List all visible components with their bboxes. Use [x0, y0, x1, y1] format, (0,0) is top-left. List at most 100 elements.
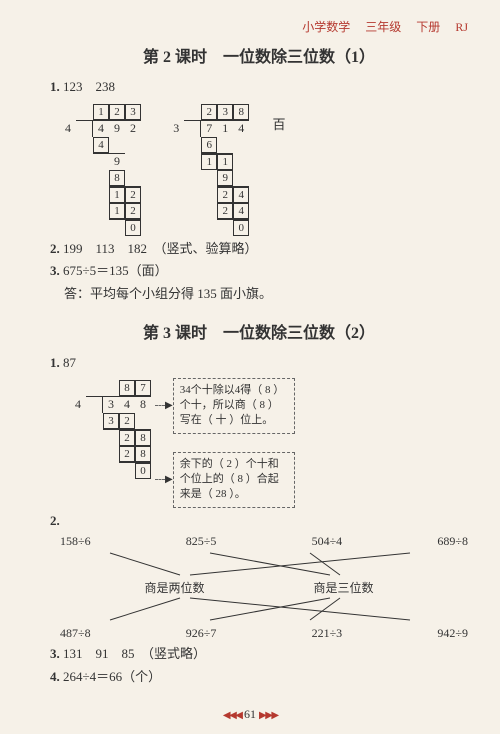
l3-q1-ans: 87: [63, 355, 76, 370]
l3-q2: 2.: [50, 511, 468, 531]
d: 1: [217, 120, 233, 137]
n: 9: [109, 153, 125, 170]
box: 3: [103, 413, 119, 429]
label: 商是三位数: [313, 579, 373, 596]
box: 9: [217, 170, 233, 186]
expr: 689÷8: [437, 534, 468, 549]
header: 小学数学 三年级 下册 RJ: [50, 18, 468, 35]
expr: 926÷7: [186, 626, 217, 641]
box: 0: [135, 463, 151, 479]
box: 1: [93, 104, 109, 120]
l2-q2: 2. 199 113 182 （竖式、验算略）: [50, 239, 468, 259]
box: 1: [201, 154, 217, 170]
d: 2: [125, 120, 141, 137]
d: 4: [93, 120, 109, 137]
box: 8: [119, 380, 135, 396]
division-2: 238 3714 6 11 9 24 24 0: [168, 104, 249, 236]
division-1: 123 4492 4 9 8 12 12 0: [60, 104, 141, 236]
box: 2: [119, 446, 135, 462]
q1-answers: 123 238: [63, 79, 115, 94]
box: 2: [119, 430, 135, 446]
divisor: 4: [60, 120, 76, 137]
page: 小学数学 三年级 下册 RJ 第 2 课时 一位数除三位数（1） 1. 123 …: [0, 0, 500, 734]
box: 2: [125, 187, 141, 203]
l3-q4-text: 264÷4＝66（个）: [63, 669, 161, 684]
box: 4: [233, 187, 249, 203]
l3-q4-num: 4.: [50, 669, 60, 684]
divisor: 3: [168, 120, 184, 137]
triangle-right-icon: ▶ ▶ ▶: [259, 710, 277, 721]
expr: 504÷4: [312, 534, 343, 549]
box: 2: [201, 104, 217, 120]
l2-q1: 1. 123 238: [50, 77, 468, 97]
box: 1: [109, 203, 125, 219]
box: 7: [135, 380, 151, 396]
l3-q1-num: 1.: [50, 355, 60, 370]
l3-q2-row1: 158÷6 825÷5 504÷4 689÷8: [60, 534, 468, 549]
box: 2: [217, 203, 233, 219]
d: 4: [233, 120, 249, 137]
cross-lines-bottom: [90, 596, 428, 622]
cross-lines-top: [90, 551, 428, 577]
triangle-left-icon: ◀ ◀ ◀: [223, 710, 241, 721]
l3-q2-num: 2.: [50, 513, 60, 528]
q2-num: 2.: [50, 241, 60, 256]
expr: 221÷3: [312, 626, 343, 641]
box: 2: [125, 203, 141, 219]
l2-q3: 3. 675÷5＝135（面）: [50, 261, 468, 281]
divisor: 4: [70, 396, 86, 413]
header-subject: 小学数学: [302, 20, 350, 34]
header-grade: 三年级: [365, 20, 401, 34]
division-3: 87 4348 32 28 28 0: [70, 380, 151, 479]
d: 8: [135, 396, 151, 413]
box: 2: [217, 187, 233, 203]
page-number: 61: [244, 707, 256, 721]
box: 8: [135, 430, 151, 446]
box: 2: [109, 104, 125, 120]
l3-q3-num: 3.: [50, 646, 60, 661]
box: 4: [233, 203, 249, 219]
d: 3: [103, 396, 119, 413]
side-label: 百: [273, 114, 286, 133]
expr: 942÷9: [437, 626, 468, 641]
box: 4: [93, 137, 109, 153]
lesson3-title: 第 3 课时 一位数除三位数（2）: [50, 319, 468, 343]
q3-expr: 675÷5＝135（面）: [63, 263, 168, 278]
callout-1: 34个十除以4得（ 8 ）个十，所以商（ 8 ）写在（ 十 ）位上。: [173, 378, 295, 434]
q2-text: 199 113 182 （竖式、验算略）: [63, 241, 258, 256]
l3-q2-row2: 487÷8 926÷7 221÷3 942÷9: [60, 626, 468, 641]
d: 4: [119, 396, 135, 413]
q1-num: 1.: [50, 79, 60, 94]
lesson2-title: 第 2 课时 一位数除三位数（1）: [50, 43, 468, 67]
l3-q3-text: 131 91 85 （竖式略）: [63, 646, 206, 661]
d: 7: [201, 120, 217, 137]
expr: 487÷8: [60, 626, 91, 641]
label: 商是两位数: [144, 579, 204, 596]
l2-division-row: 123 4492 4 9 8 12 12 0 238 3714 6 11 9 2…: [50, 100, 468, 236]
dash-arrow-icon: [155, 479, 165, 480]
box: 0: [125, 220, 141, 236]
l2-q3-answer: 答：平均每个小组分得 135 面小旗。: [64, 284, 468, 304]
expr: 825÷5: [186, 534, 217, 549]
expr: 158÷6: [60, 534, 91, 549]
callouts: ▶34个十除以4得（ 8 ）个十，所以商（ 8 ）写在（ 十 ）位上。 ▶余下的…: [155, 378, 295, 508]
match-lines-icon: [90, 551, 430, 577]
box: 8: [135, 446, 151, 462]
l3-q4: 4. 264÷4＝66（个）: [50, 667, 468, 687]
dash-arrow-icon: [155, 405, 165, 406]
footer: ◀ ◀ ◀ 61 ▶ ▶ ▶: [0, 707, 500, 722]
box: 8: [109, 170, 125, 186]
d: 9: [109, 120, 125, 137]
l3-q2-labels: 商是两位数 商是三位数: [90, 579, 428, 596]
box: 2: [119, 413, 135, 429]
header-volume: 下册: [416, 20, 440, 34]
l3-division-row: 87 4348 32 28 28 0 ▶34个十除以4得（ 8 ）个十，所以商（…: [60, 376, 468, 508]
q3-num: 3.: [50, 263, 60, 278]
box: 1: [109, 187, 125, 203]
box: 6: [201, 137, 217, 153]
match-lines-icon: [90, 596, 430, 622]
header-series: RJ: [455, 20, 468, 34]
box: 3: [217, 104, 233, 120]
box: 1: [217, 154, 233, 170]
callout-2: 余下的（ 2 ）个十和个位上的（ 8 ）合起来是（ 28 ）。: [173, 452, 295, 508]
